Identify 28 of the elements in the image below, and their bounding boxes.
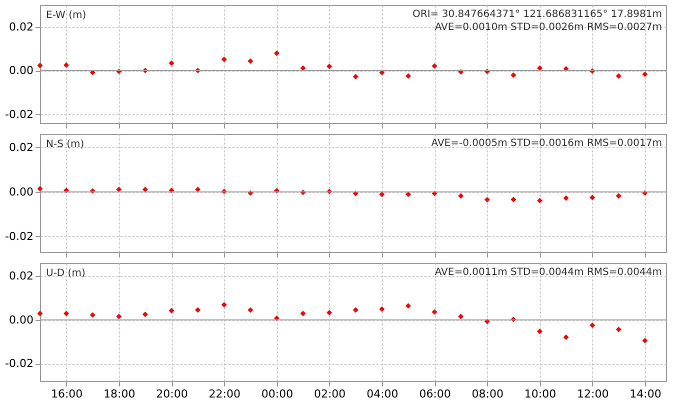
y-tick-label: 0.00 [9,64,34,78]
y-tick-label: 0.02 [9,270,34,283]
x-tick-label: 06:00 [419,388,451,400]
y-tick-label: -0.02 [5,230,34,243]
x-tick-label: 18:00 [104,388,136,400]
annotation: AVE=0.0011m STD=0.0044m RMS=0.0044m [434,267,662,278]
annotation: AVE=-0.0005m STD=0.0016m RMS=0.0017m [431,138,662,149]
y-tick-label: -0.02 [5,108,34,121]
y-tick-label: 0.00 [9,185,34,198]
x-tick-label: 10:00 [524,388,556,400]
x-tick-label: 04:00 [366,388,398,400]
y-tick-label: 0.00 [9,313,34,326]
x-tick-label: 20:00 [156,388,188,400]
text: N-S (m) [46,139,84,150]
x-tick-label: 00:00 [261,388,294,400]
x-tick-label: 12:00 [577,388,609,400]
annotation: AVE=0.0010m STD=0.0026m RMS=0.0027m [434,22,662,33]
x-tick-label: 02:00 [314,388,346,400]
annotation: ORI= 30.847664371° 121.686831165° 17.8981m [412,9,662,20]
text: U-D (m) [46,268,86,279]
x-tick-label: 14:00 [630,388,662,400]
y-tick-label: 0.02 [9,20,34,34]
y-tick-label: 0.02 [9,140,34,154]
x-tick-label: 22:00 [208,388,240,400]
y-tick-label: -0.02 [5,357,34,370]
chart-title: E-W (m) [46,10,86,21]
x-tick-label: 16:00 [50,388,83,400]
x-tick-label: 08:00 [472,388,504,400]
